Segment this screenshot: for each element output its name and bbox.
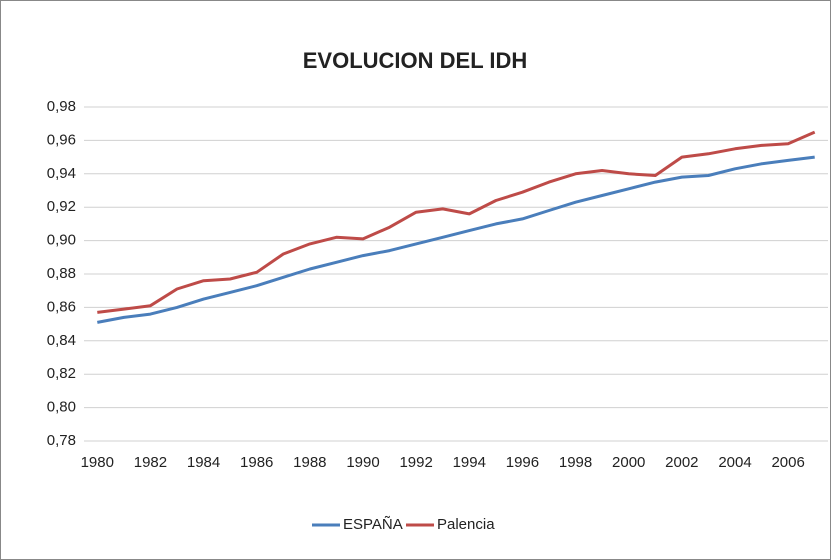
y-tick-label: 0,84 — [47, 332, 76, 349]
y-tick-label: 0,82 — [47, 365, 76, 382]
series-line — [97, 130, 816, 314]
x-tick-label: 1990 — [346, 454, 379, 471]
x-tick-label: 2002 — [665, 454, 698, 471]
chart-title: EVOLUCION DEL IDH — [303, 48, 528, 73]
x-tick-label: 1982 — [134, 454, 167, 471]
series-line — [97, 155, 815, 324]
y-tick-label: 0,94 — [47, 165, 76, 182]
x-tick-label: 1994 — [453, 454, 486, 471]
x-tick-label: 2000 — [612, 454, 645, 471]
y-tick-label: 0,86 — [47, 298, 76, 315]
y-tick-label: 0,78 — [47, 432, 76, 449]
y-tick-label: 0,80 — [47, 399, 76, 416]
y-tick-label: 0,96 — [47, 131, 76, 148]
x-tick-label: 1984 — [187, 454, 220, 471]
x-tick-label: 1988 — [293, 454, 326, 471]
x-tick-label: 1980 — [81, 454, 114, 471]
x-tick-label: 1996 — [506, 454, 539, 471]
y-tick-label: 0,98 — [47, 98, 76, 115]
legend-label: ESPAÑA — [343, 516, 403, 533]
x-tick-label: 2004 — [718, 454, 751, 471]
y-tick-label: 0,90 — [47, 232, 76, 249]
x-tick-label: 1998 — [559, 454, 592, 471]
x-tick-label: 1986 — [240, 454, 273, 471]
x-tick-label: 2006 — [771, 454, 804, 471]
x-tick-label: 1992 — [399, 454, 432, 471]
y-tick-label: 0,88 — [47, 265, 76, 282]
legend-label: Palencia — [437, 516, 495, 533]
y-tick-label: 0,92 — [47, 198, 76, 215]
